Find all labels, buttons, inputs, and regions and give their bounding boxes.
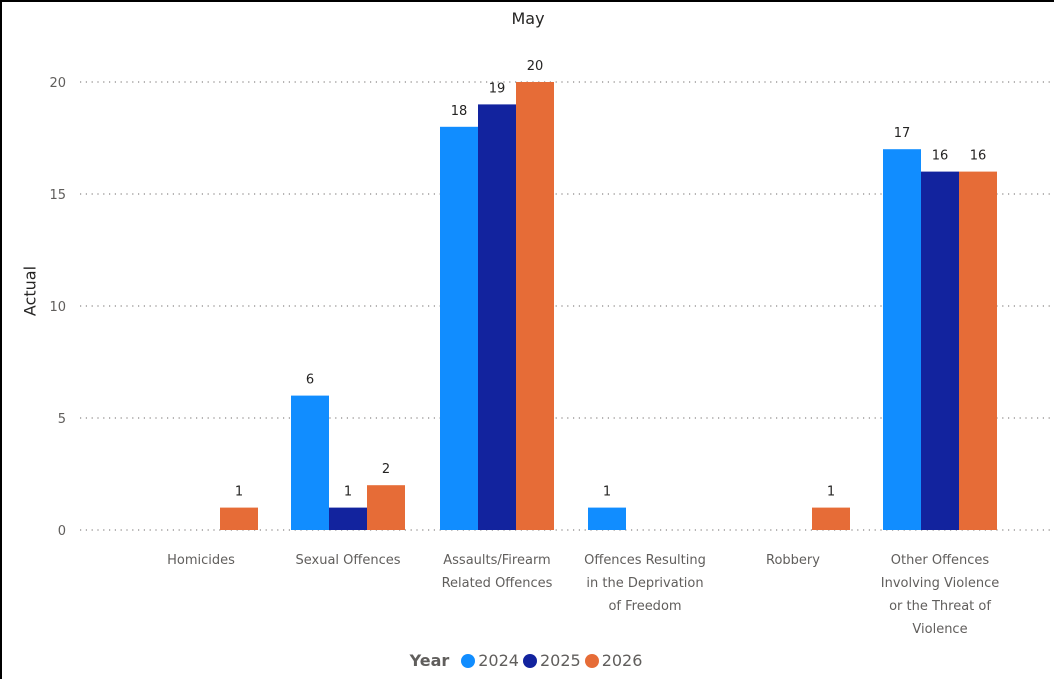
bar-2024 — [883, 149, 921, 530]
legend-item-2026[interactable]: 2026 — [584, 651, 643, 670]
y-tick-label: 10 — [49, 300, 66, 315]
bar-2025 — [921, 171, 959, 530]
bar-2026 — [367, 485, 405, 530]
data-label: 16 — [970, 149, 987, 164]
data-label: 1 — [603, 485, 611, 500]
x-tick-label: Sexual Offences — [295, 553, 400, 568]
bar-2025 — [329, 507, 367, 530]
bar-2024 — [440, 126, 478, 531]
legend-items: 2024 2025 2026 — [461, 651, 646, 670]
legend-label: 2025 — [539, 651, 581, 670]
legend-title: Year — [409, 651, 450, 670]
x-tick-label: Other Offences Involving Violence or the T… — [881, 553, 999, 637]
y-tick-label: 5 — [58, 412, 66, 427]
x-tick-label: Robbery — [766, 553, 820, 568]
legend-item-2024[interactable]: 2024 — [461, 651, 519, 670]
bar-2024 — [291, 395, 329, 530]
y-tick-label: 0 — [58, 524, 66, 539]
data-label: 17 — [894, 126, 911, 141]
data-label: 6 — [306, 373, 314, 388]
legend-swatch — [522, 653, 537, 668]
x-tick-label: Offences Resulting in the Deprivation of F… — [584, 553, 706, 614]
x-tick-label: Assaults/Firearm Related Offences — [442, 553, 553, 591]
chart-title: May — [511, 9, 545, 28]
bar-2026 — [812, 507, 850, 530]
data-label: 1 — [344, 485, 352, 500]
bar-2024 — [588, 507, 626, 530]
data-label: 1 — [827, 485, 835, 500]
legend-swatch — [584, 653, 599, 668]
data-label: 20 — [527, 59, 544, 74]
legend-swatch — [461, 653, 476, 668]
legend-label: 2024 — [478, 651, 519, 670]
data-label: 19 — [489, 81, 506, 96]
x-tick-label: Homicides — [167, 553, 235, 568]
legend: Year 2024 2025 2026 — [0, 651, 1056, 670]
data-label: 16 — [932, 149, 949, 164]
bar-2026 — [959, 171, 997, 530]
data-label: 18 — [451, 104, 468, 119]
data-label: 1 — [235, 485, 243, 500]
bar-2026 — [516, 82, 554, 530]
y-tick-label: 20 — [49, 76, 66, 91]
legend-item-2025[interactable]: 2025 — [522, 651, 581, 670]
data-label: 2 — [382, 462, 390, 477]
legend-label: 2026 — [601, 651, 643, 670]
y-tick-label: 15 — [49, 188, 66, 203]
bar-2026 — [220, 507, 258, 530]
bar-2025 — [478, 104, 516, 531]
